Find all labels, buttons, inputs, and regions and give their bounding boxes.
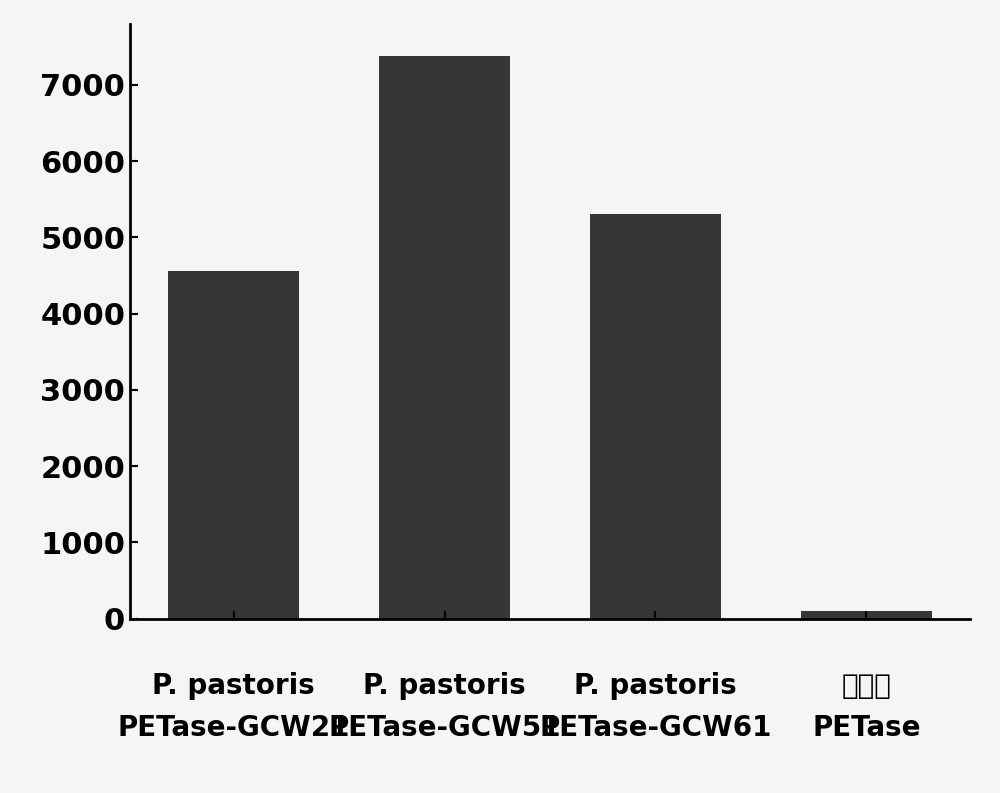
Text: P. pastoris: P. pastoris: [574, 672, 737, 700]
Text: PETase-GCW21: PETase-GCW21: [117, 714, 350, 741]
Bar: [379, 56, 510, 619]
Text: P. pastoris: P. pastoris: [152, 672, 315, 700]
Text: PETase-GCW61: PETase-GCW61: [539, 714, 772, 741]
Bar: [168, 271, 299, 619]
Text: PETase: PETase: [812, 714, 921, 741]
Bar: [590, 214, 721, 619]
Text: P. pastoris: P. pastoris: [363, 672, 526, 700]
Text: PETase-GCW51: PETase-GCW51: [328, 714, 561, 741]
Bar: [801, 611, 932, 619]
Text: 野生型: 野生型: [841, 672, 891, 700]
